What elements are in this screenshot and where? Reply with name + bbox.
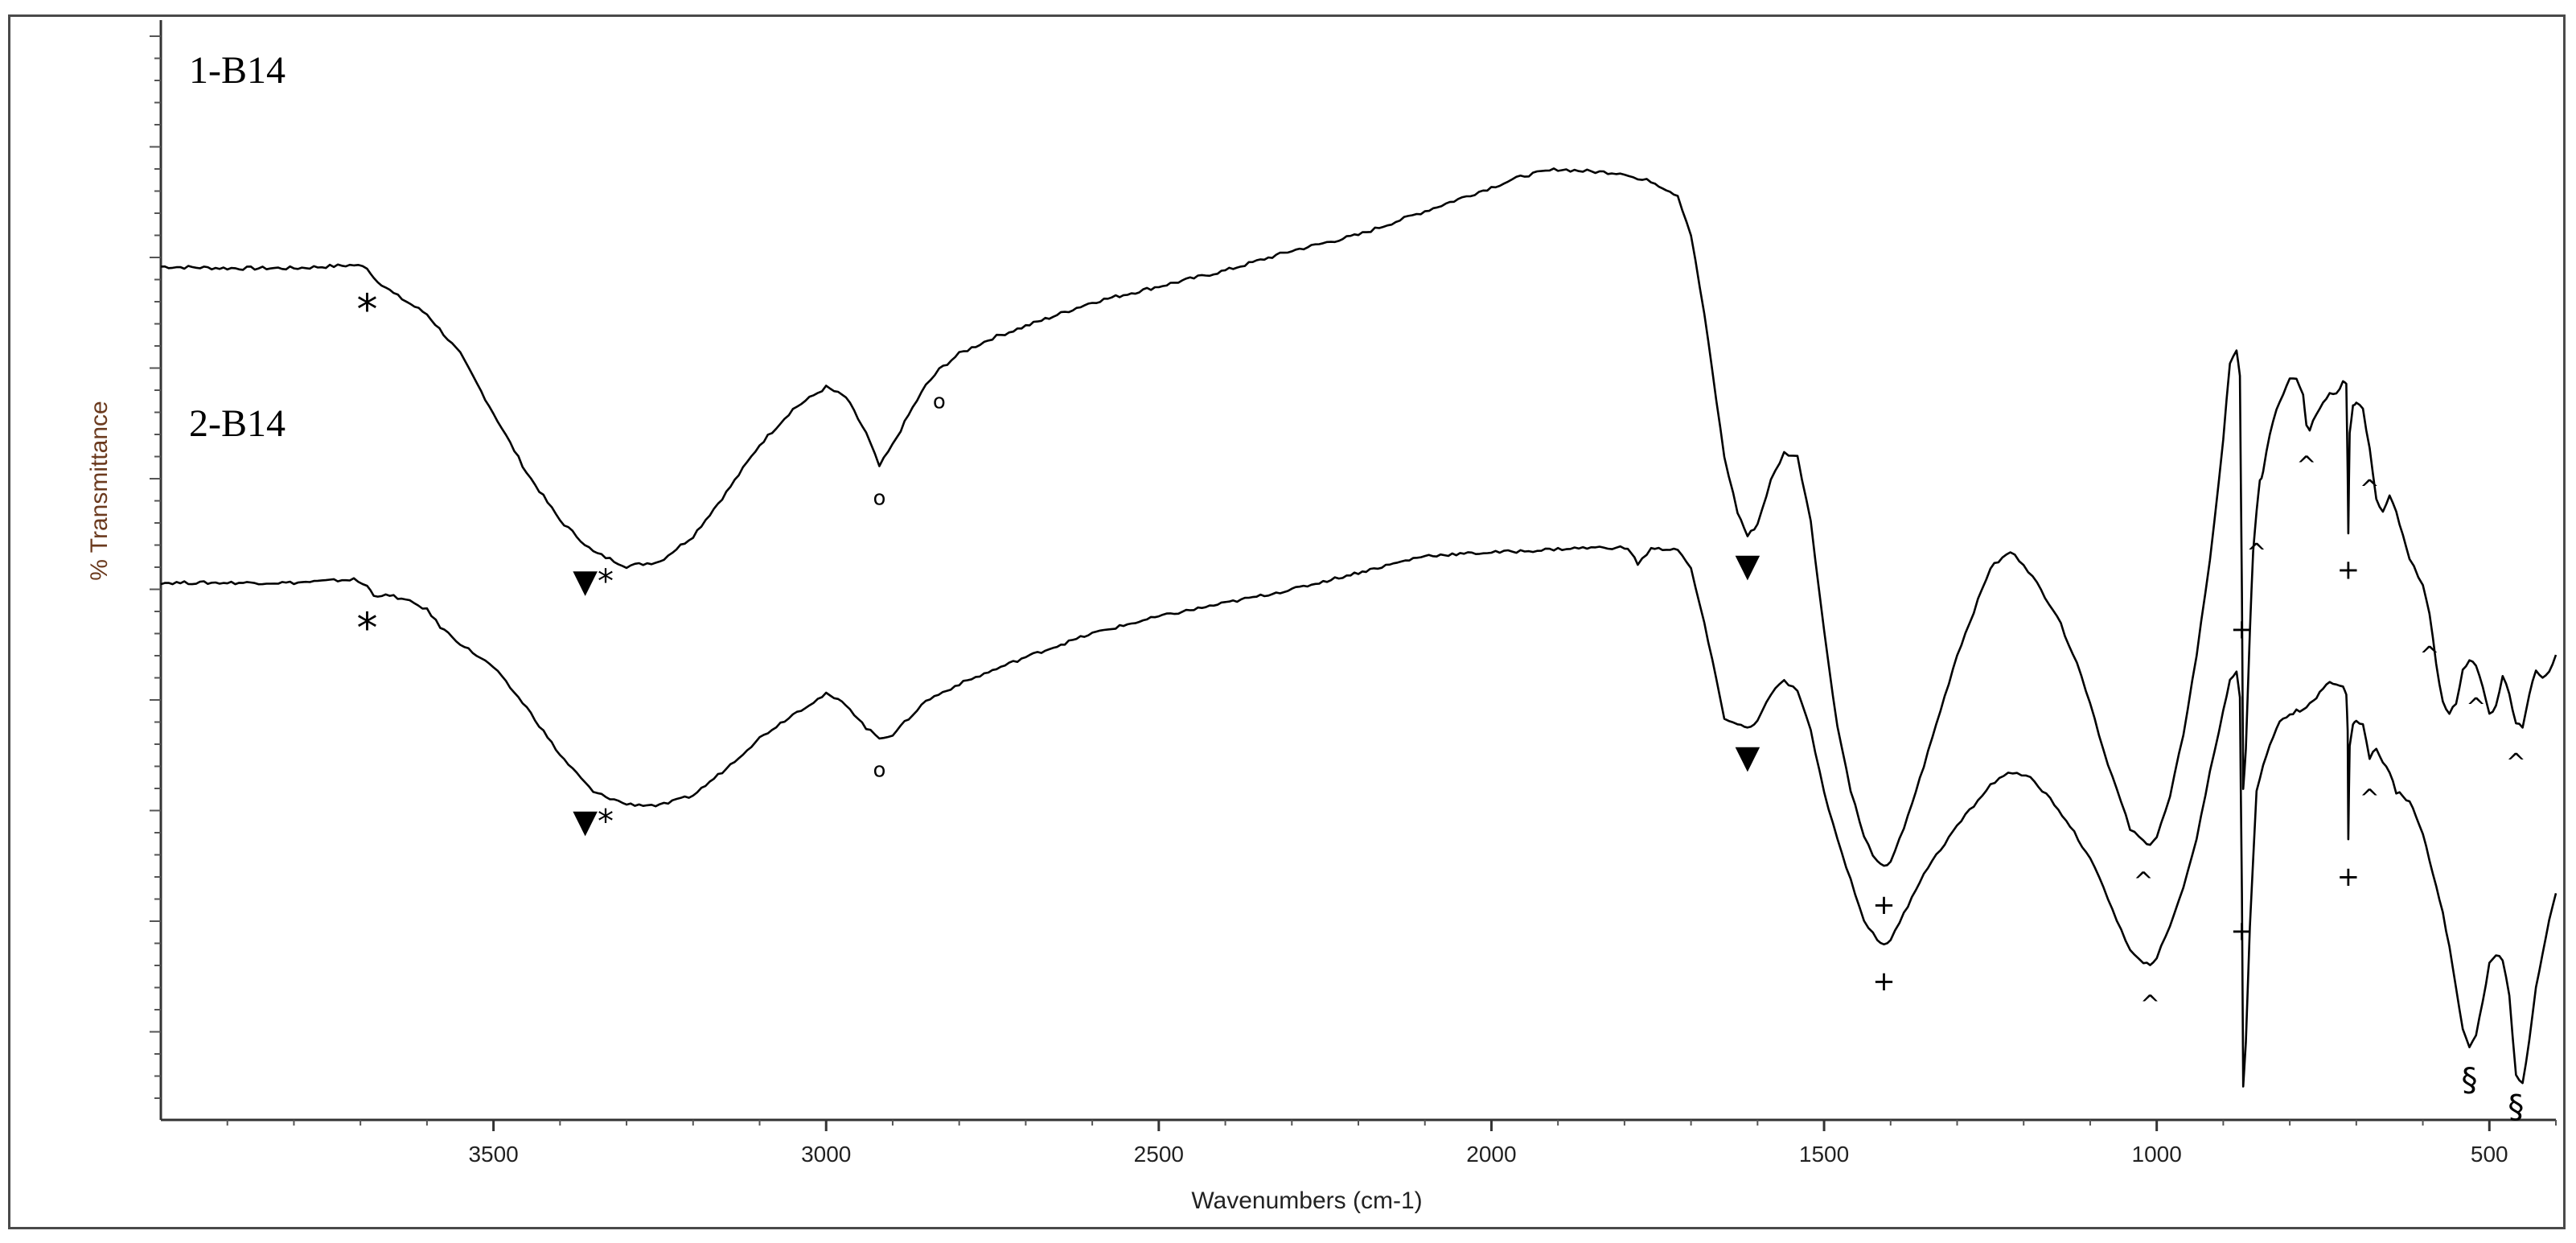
annotation-marker: *: [356, 605, 377, 653]
annotation-marker: ^: [2246, 539, 2266, 567]
x-tick-label: 2000: [1466, 1142, 1516, 1167]
annotation-marker: *: [356, 286, 377, 334]
series-label-2: 2-B14: [189, 402, 286, 445]
annotations-group: * ▼* o o ▼ + ^ + ^ ^ + ^ ^ ^ ^ * ▼* o ▼ + ^ + + ^ § §: [356, 286, 2525, 1125]
annotation-marker: +: [2230, 613, 2253, 645]
annotation-marker: ▼: [1736, 739, 1760, 776]
annotation-marker: §: [2508, 1089, 2524, 1126]
x-tick-label: 3500: [468, 1142, 518, 1167]
annotation-marker: ^: [2140, 990, 2160, 1019]
annotation-marker: ^: [2134, 868, 2154, 896]
annotation-marker: §: [2461, 1061, 2477, 1098]
annotation-marker: ^: [2296, 451, 2316, 480]
series-line-2: [160, 545, 2558, 1088]
annotation-marker: +: [1872, 965, 1896, 998]
y-ticks: [150, 35, 161, 1099]
x-tick-label: 2500: [1134, 1142, 1184, 1167]
annotation-marker: +: [2337, 861, 2360, 893]
x-tick-label: 1000: [2132, 1142, 2182, 1167]
x-ticks: 3500 3000 2500 2000 1500 1000 500: [226, 1120, 2557, 1167]
annotation-marker: +: [2337, 554, 2360, 586]
annotation-marker: ^: [2360, 475, 2380, 504]
annotation-marker: o: [873, 487, 885, 511]
annotation-marker: ^: [2360, 785, 2380, 813]
axes: [159, 20, 2556, 1122]
annotation-marker: ^: [2506, 749, 2526, 777]
annotation-marker: ▼*: [573, 563, 614, 600]
annotation-marker: ^: [2466, 694, 2486, 722]
annotation-marker: +: [2230, 915, 2253, 947]
x-axis-title: Wavenumbers (cm-1): [1191, 1187, 1422, 1214]
annotation-marker: +: [1872, 889, 1896, 921]
chart-frame: [8, 14, 2566, 1229]
annotation-marker: ▼*: [573, 803, 614, 840]
annotation-marker: o: [873, 758, 885, 782]
annotation-marker: o: [933, 389, 946, 414]
x-tick-label: 3000: [801, 1142, 851, 1167]
series-line-1: [160, 167, 2558, 867]
x-tick-label: 1500: [1799, 1142, 1849, 1167]
series-label-1: 1-B14: [189, 49, 286, 92]
x-tick-label: 500: [2471, 1142, 2508, 1167]
annotation-marker: ^: [2419, 642, 2439, 670]
y-axis-title: % Transmittance: [86, 401, 113, 580]
annotation-marker: ▼: [1736, 547, 1760, 584]
series-group: [160, 167, 2558, 1088]
